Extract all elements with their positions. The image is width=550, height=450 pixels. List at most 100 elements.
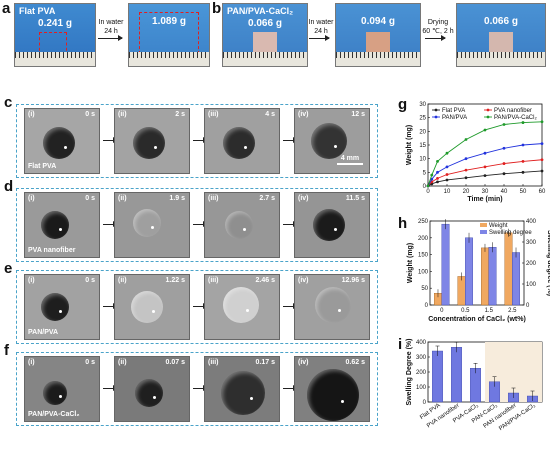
sample-label: PAN/PVA xyxy=(28,329,59,336)
data-point xyxy=(540,169,544,173)
frame-index: (iii) xyxy=(208,359,219,366)
panel-letter-f: f xyxy=(4,342,9,359)
droplet-highlight xyxy=(334,144,338,148)
scale-bar-label: 4 mm xyxy=(340,155,360,162)
y2-tick-label: 400 xyxy=(526,219,537,225)
data-point xyxy=(521,160,525,163)
arrow-icon xyxy=(425,35,446,41)
legend-label: Swelling degree xyxy=(489,230,532,236)
legend-marker xyxy=(486,115,490,119)
droplet-highlight xyxy=(340,400,344,404)
legend-label: PVA nanofiber xyxy=(494,108,532,114)
frame-time: 11.5 s xyxy=(345,195,365,202)
data-point xyxy=(445,178,449,182)
y-tick-label: 200 xyxy=(418,236,429,242)
data-point xyxy=(445,165,449,169)
y-tick-label: 50 xyxy=(421,286,428,292)
dashed-frame xyxy=(16,104,378,178)
droplet-frame: (i) 0 s PVA nanofiber xyxy=(24,192,100,258)
chart-cacl2-concentration: 0 50 100 150 200 250 0 100 200 300 400 0 0.5 1.5 2.5 We… xyxy=(407,219,550,323)
droplet-highlight xyxy=(59,227,63,231)
frame-index: (i) xyxy=(28,111,35,118)
y-tick-label: 250 xyxy=(418,219,429,225)
x-tick-label: 2.5 xyxy=(508,308,517,314)
frame-index: (iv) xyxy=(298,111,309,118)
frame-index: (ii) xyxy=(118,359,127,366)
data-point xyxy=(502,146,506,150)
water-droplet xyxy=(307,369,359,421)
y-tick-label: 100 xyxy=(418,269,429,275)
data-point xyxy=(502,172,506,176)
droplet-frame: (ii) 2 s xyxy=(114,108,190,174)
data-point xyxy=(436,160,439,163)
bar xyxy=(470,368,481,403)
panel-letter-a: a xyxy=(2,0,11,17)
bar-weight xyxy=(481,247,489,306)
frame-time: 0.17 s xyxy=(255,359,275,366)
y2-tick-label: 100 xyxy=(526,282,537,288)
photo-pan-pva-dried: 0.066 g xyxy=(456,3,546,67)
droplet-highlight xyxy=(249,397,253,401)
frame-time: 1.22 s xyxy=(165,277,185,284)
arrow-text: In water 24 h xyxy=(98,19,124,35)
bar xyxy=(432,350,443,403)
droplet-frame: (iii) 2.46 s xyxy=(204,274,280,340)
mass-label: 1.089 g xyxy=(152,16,186,27)
bar-weight xyxy=(457,276,466,306)
dashed-frame xyxy=(16,270,378,344)
droplet-frame: (iii) 0.17 s xyxy=(204,356,280,422)
y-tick-label: 300 xyxy=(416,355,427,361)
scale-bar xyxy=(337,163,363,165)
droplet-highlight xyxy=(59,309,63,313)
panel-letter-g: g xyxy=(398,96,408,113)
dashed-frame xyxy=(16,188,378,262)
droplet-highlight xyxy=(246,308,250,312)
panel-letter-d: d xyxy=(4,178,14,195)
droplet-highlight xyxy=(58,395,62,399)
frame-index: (iii) xyxy=(208,195,219,202)
x-tick-label: 50 xyxy=(520,189,527,195)
water-droplet xyxy=(221,371,265,415)
legend-marker xyxy=(434,115,438,119)
mass-label: 0.241 g xyxy=(38,18,72,29)
panel-letter-c: c xyxy=(4,94,13,111)
data-point xyxy=(426,184,430,188)
droplet-frame: (i) 0 s PAN/PVA xyxy=(24,274,100,340)
x-tick-label: 0.5 xyxy=(461,308,470,314)
data-point xyxy=(445,173,449,176)
frame-index: (iv) xyxy=(298,277,309,284)
x-tick-label: 20 xyxy=(463,189,470,195)
y-tick-label: 400 xyxy=(416,340,427,346)
legend-label: Weight xyxy=(489,223,508,229)
droplet-highlight xyxy=(153,395,157,399)
water-droplet xyxy=(311,123,347,159)
sample-label: PAN/PVA-CaCl₂ xyxy=(28,411,80,418)
frame-index: (iii) xyxy=(208,277,219,284)
photo-flat-pva-after: 1.089 g xyxy=(128,3,210,67)
y-tick-label: 20 xyxy=(419,129,426,135)
legend-marker xyxy=(434,108,438,112)
data-point xyxy=(540,142,544,146)
water-droplet xyxy=(315,287,351,323)
y2-tick-label: 0 xyxy=(526,303,530,309)
water-droplet xyxy=(131,291,163,323)
frame-index: (i) xyxy=(28,277,35,284)
frame-time: 12 s xyxy=(351,111,365,118)
data-point xyxy=(464,138,468,141)
frame-index: (ii) xyxy=(118,277,127,284)
water-droplet xyxy=(223,287,259,323)
x-tick-label: 1.5 xyxy=(485,308,494,314)
droplet-highlight xyxy=(338,308,342,312)
panel-letter-e: e xyxy=(4,260,13,277)
droplet-frame: (iv) 11.5 s xyxy=(294,192,370,258)
water-droplet xyxy=(41,293,69,321)
x-tick-label: 0 xyxy=(426,189,430,195)
data-point xyxy=(436,176,439,180)
droplet-highlight xyxy=(243,146,247,150)
droplet-highlight xyxy=(63,146,67,150)
arrow-text: In water 24 h xyxy=(308,19,334,35)
data-point xyxy=(464,176,468,180)
frame-index: (ii) xyxy=(118,195,127,202)
frame-time: 0.07 s xyxy=(165,359,185,366)
